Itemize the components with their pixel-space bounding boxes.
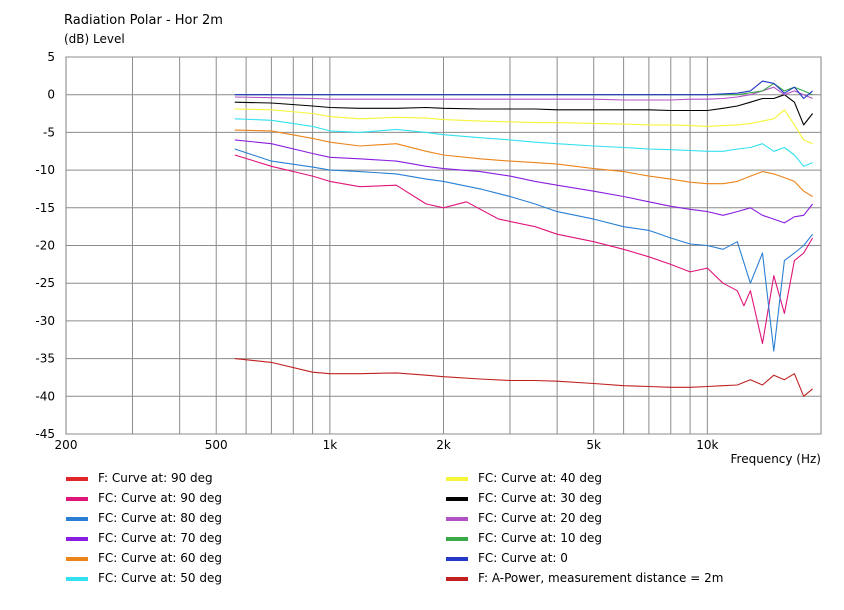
y-tick-label: -30 — [35, 314, 55, 328]
legend-item: FC: Curve at: 0 — [446, 548, 723, 568]
series-line-10 — [234, 80, 813, 100]
legend-item: FC: Curve at: 90 deg — [66, 488, 222, 508]
legend-item: FC: Curve at: 50 deg — [66, 568, 222, 588]
y-tick-label: -40 — [35, 389, 55, 403]
series-line-5 — [234, 118, 813, 167]
legend-label: FC: Curve at: 30 deg — [478, 491, 602, 505]
legend-item: FC: Curve at: 20 deg — [446, 508, 723, 528]
y-tick-label: -20 — [35, 239, 55, 253]
legend-label: FC: Curve at: 40 deg — [478, 471, 602, 485]
series-line-2 — [234, 148, 814, 352]
y-axis-label: (dB) Level — [64, 32, 125, 46]
series-line-8 — [234, 86, 813, 101]
legend-item: F: A-Power, measurement distance = 2m — [446, 568, 723, 588]
legend-label: FC: Curve at: 90 deg — [98, 491, 222, 505]
legend-item: F: Curve at: 90 deg — [66, 468, 222, 488]
series-line-1 — [234, 154, 814, 345]
legend-swatch — [66, 516, 88, 521]
legend-item: FC: Curve at: 70 deg — [66, 528, 222, 548]
y-tick-label: 0 — [47, 88, 55, 102]
legend-column-left: F: Curve at: 90 deg FC: Curve at: 90 deg F… — [66, 468, 222, 588]
legend-label: FC: Curve at: 70 deg — [98, 531, 222, 545]
legend-swatch — [446, 556, 468, 561]
y-tick-label: -35 — [35, 352, 55, 366]
legend-swatch — [66, 536, 88, 541]
x-axis-label: Frequency (Hz) — [731, 452, 822, 466]
legend-swatch — [446, 536, 468, 541]
series-line-11 — [234, 358, 813, 397]
legend-swatch — [446, 576, 468, 581]
legend-label: F: A-Power, measurement distance = 2m — [478, 571, 724, 585]
legend-swatch — [66, 576, 88, 581]
legend-swatch — [446, 516, 468, 521]
legend-item: FC: Curve at: 10 deg — [446, 528, 723, 548]
y-tick-label: -5 — [43, 125, 55, 139]
legend-swatch — [446, 496, 468, 501]
legend-label: FC: Curve at: 60 deg — [98, 551, 222, 565]
legend-item: FC: Curve at: 30 deg — [446, 488, 723, 508]
legend-label: F: Curve at: 90 deg — [98, 471, 213, 485]
x-tick-label: 500 — [205, 438, 228, 452]
legend-swatch — [446, 476, 468, 481]
series-line-7 — [234, 94, 814, 126]
x-tick-label: 1k — [323, 438, 338, 452]
y-tick-label: -15 — [35, 201, 55, 215]
y-tick-label: -45 — [35, 427, 55, 441]
series-line-6 — [234, 108, 813, 145]
y-tick-label: 5 — [47, 50, 55, 64]
legend-swatch — [66, 556, 88, 561]
legend-label: FC: Curve at: 80 deg — [98, 511, 222, 525]
legend-column-right: FC: Curve at: 40 deg FC: Curve at: 30 deg… — [446, 468, 723, 588]
legend-item: FC: Curve at: 80 deg — [66, 508, 222, 528]
legend-swatch — [66, 476, 88, 481]
chart-title: Radiation Polar - Hor 2m — [64, 13, 223, 28]
series-line-3 — [234, 139, 814, 224]
legend-label: FC: Curve at: 20 deg — [478, 511, 602, 525]
legend-label: FC: Curve at: 10 deg — [478, 531, 602, 545]
x-tick-label: 5k — [586, 438, 601, 452]
y-tick-label: -25 — [35, 276, 55, 290]
x-tick-label: 200 — [55, 438, 78, 452]
legend-swatch — [66, 496, 88, 501]
legend-label: FC: Curve at: 0 — [478, 551, 568, 565]
y-tick-label: -10 — [35, 163, 55, 177]
x-tick-label: 2k — [436, 438, 451, 452]
legend-item: FC: Curve at: 60 deg — [66, 548, 222, 568]
x-tick-label: 10k — [696, 438, 718, 452]
series-line-4 — [234, 129, 813, 197]
legend-label: FC: Curve at: 50 deg — [98, 571, 222, 585]
legend-item: FC: Curve at: 40 deg — [446, 468, 723, 488]
